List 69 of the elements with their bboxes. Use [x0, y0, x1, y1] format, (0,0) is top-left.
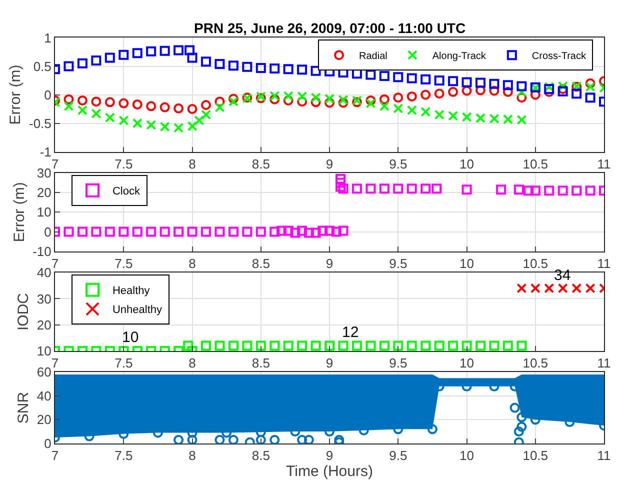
x-tick-label: 11 [597, 156, 611, 172]
annotation: 10 [122, 329, 139, 346]
y-tick-label: 40 [36, 265, 52, 280]
x-tick-label: 8.5 [252, 448, 270, 464]
x-tick-label: 7.5 [114, 356, 133, 371]
y-tick-label: 10 [36, 204, 52, 220]
legend-label: Cross-Track [532, 50, 587, 62]
x-tick-label: 10 [460, 256, 474, 271]
legend-label: Clock [112, 186, 140, 198]
y-tick-label: 1 [44, 30, 52, 46]
y-tick-label: 40 [36, 388, 52, 404]
y-tick-label: 20 [36, 185, 52, 200]
y-tick-label: 60 [36, 364, 52, 380]
y-tick-label: 0 [44, 224, 52, 240]
x-tick-label: 9 [326, 156, 334, 172]
x-tick-label: 9 [326, 256, 334, 271]
y-axis-title: IODC [15, 292, 32, 331]
x-tick-label: 9.5 [389, 256, 408, 271]
y-tick-label: 20 [36, 317, 52, 332]
x-tick-label: 7 [51, 448, 59, 464]
y-axis-title: SNR [15, 392, 32, 424]
annotation: 12 [342, 324, 359, 341]
legend-label: Along-Track [432, 50, 487, 62]
x-tick-label: 7.5 [114, 256, 133, 271]
y-tick-label: 10 [36, 344, 52, 359]
y-tick-label: 0.5 [33, 58, 52, 74]
x-tick-label: 11 [597, 448, 611, 464]
y-tick-label: -10 [32, 244, 52, 259]
x-tick-label: 10.5 [522, 256, 548, 271]
x-tick-label: 10 [460, 356, 474, 371]
x-tick-label: 8.5 [252, 356, 270, 371]
x-tick-label: 8.5 [252, 156, 270, 172]
x-tick-label: 7 [51, 356, 59, 371]
y-tick-label: 0 [44, 87, 52, 102]
x-tick-label: 8 [188, 448, 196, 464]
chart-title: PRN 25, June 26, 2009, 07:00 - 11:00 UTC [194, 20, 466, 36]
annotation: 34 [554, 267, 571, 284]
x-tick-label: 10.5 [522, 156, 548, 172]
x-tick-label: 8 [188, 356, 196, 371]
x-tick-label: 7.5 [114, 156, 133, 172]
x-tick-label: 10 [460, 448, 474, 464]
y-axis-title: Error (m) [7, 64, 24, 125]
x-tick-label: 11 [597, 256, 611, 271]
y-tick-label: 30 [36, 291, 52, 306]
y-tick-label: 0 [44, 436, 52, 451]
legend-label: Radial [359, 50, 388, 62]
x-tick-label: 8 [188, 256, 196, 271]
legend-label: Unhealthy [112, 304, 162, 316]
x-tick-label: 11 [597, 356, 611, 371]
y-tick-label: 30 [36, 166, 52, 181]
x-tick-label: 9 [326, 356, 334, 371]
legend-label: Healthy [112, 285, 150, 298]
x-tick-label: 7.5 [114, 448, 133, 464]
x-axis-title: Time (Hours) [286, 463, 373, 480]
x-tick-label: 9.5 [389, 356, 408, 371]
x-tick-label: 9.5 [389, 448, 408, 464]
y-tick-label: -1 [40, 144, 52, 160]
y-tick-label: 20 [36, 412, 52, 428]
x-tick-label: 10 [460, 156, 474, 172]
x-tick-label: 7 [51, 156, 59, 172]
x-tick-label: 10.5 [522, 448, 548, 464]
x-tick-label: 9 [326, 448, 334, 464]
x-tick-label: 8 [188, 156, 196, 172]
x-tick-label: 9.5 [389, 156, 408, 172]
x-tick-label: 8.5 [252, 256, 270, 271]
y-axis-title: Error (m) [10, 182, 28, 242]
x-tick-label: 10.5 [522, 356, 548, 371]
x-tick-label: 7 [51, 256, 59, 271]
y-tick-label: -0.5 [28, 116, 52, 131]
